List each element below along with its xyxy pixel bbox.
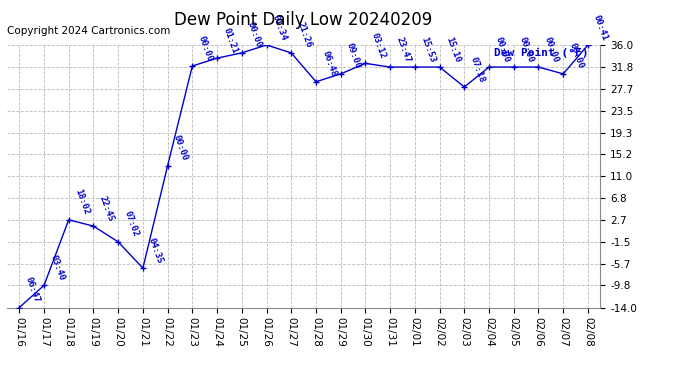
Text: 03:12: 03:12 (370, 32, 387, 60)
Text: 15:53: 15:53 (419, 35, 437, 63)
Text: 00:00: 00:00 (493, 35, 511, 63)
Text: 06:48: 06:48 (320, 50, 338, 78)
Text: Copyright 2024 Cartronics.com: Copyright 2024 Cartronics.com (7, 26, 170, 36)
Text: 07:18: 07:18 (469, 55, 486, 84)
Text: Dew Point (°F): Dew Point (°F) (494, 48, 589, 58)
Text: 18:02: 18:02 (73, 188, 90, 216)
Text: 03:40: 03:40 (48, 254, 66, 282)
Text: 00:00: 00:00 (197, 34, 214, 63)
Text: 00:00: 00:00 (567, 42, 585, 70)
Text: 21:26: 21:26 (295, 21, 313, 50)
Text: 00:00: 00:00 (518, 35, 535, 63)
Text: 06:47: 06:47 (23, 276, 41, 304)
Text: 09:00: 09:00 (345, 42, 362, 70)
Text: 01:34: 01:34 (270, 13, 288, 42)
Text: 00:00: 00:00 (246, 21, 264, 50)
Text: 07:02: 07:02 (122, 210, 140, 238)
Text: 01:21: 01:21 (221, 26, 239, 55)
Text: 23:47: 23:47 (394, 35, 412, 63)
Text: Dew Point Daily Low 20240209: Dew Point Daily Low 20240209 (175, 11, 433, 29)
Text: 15:10: 15:10 (444, 35, 462, 63)
Text: 00:41: 00:41 (592, 13, 610, 42)
Text: 00:00: 00:00 (542, 35, 560, 63)
Text: 22:45: 22:45 (97, 194, 115, 223)
Text: 00:00: 00:00 (172, 134, 190, 162)
Text: 04:35: 04:35 (147, 236, 165, 265)
